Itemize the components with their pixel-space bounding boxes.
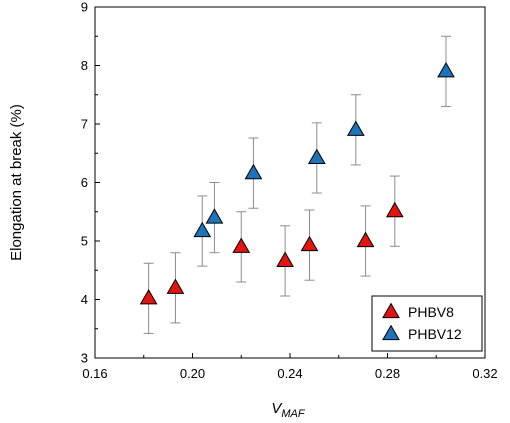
x-axis-title: VMAF	[271, 400, 306, 420]
x-axis-title-subscript: MAF	[281, 408, 306, 420]
data-point-phbv12	[307, 148, 326, 164]
legend-label: PHBV12	[408, 326, 462, 342]
x-tick-label: 0.28	[375, 366, 400, 381]
legend: PHBV8 PHBV12	[371, 295, 483, 352]
x-tick-label: 0.20	[180, 366, 205, 381]
data-point-phbv12	[244, 163, 263, 180]
x-tick-label: 0.24	[277, 366, 302, 381]
x-axis-title-main: V	[271, 400, 283, 417]
data-point-phbv12	[437, 61, 455, 78]
axis-ticks: 0.16 0.20 0.24 0.28 0.32 3 4 5 6 7 8 9	[81, 0, 498, 381]
x-tick-label: 0.32	[472, 366, 497, 381]
data-point-phbv12	[205, 208, 224, 224]
data-point-phbv8	[356, 231, 375, 248]
legend-marker-phbv12	[382, 324, 400, 341]
data-point-phbv8	[166, 278, 185, 294]
data-point-phbv8	[300, 235, 319, 252]
data-point-phbv8	[139, 288, 158, 305]
x-tick-label: 0.16	[82, 366, 107, 381]
data-point-phbv12	[346, 120, 365, 136]
y-tick-label: 9	[81, 0, 88, 15]
data-point-phbv12	[193, 221, 212, 238]
data-point-phbv8	[276, 251, 294, 267]
y-tick-label: 6	[81, 175, 88, 190]
y-tick-label: 4	[81, 292, 88, 307]
data-markers	[139, 61, 455, 305]
legend-marker-phbv8	[382, 302, 400, 319]
y-tick-label: 5	[81, 234, 88, 249]
y-tick-label: 3	[81, 351, 88, 366]
data-point-phbv8	[232, 237, 251, 253]
error-bars	[143, 35, 451, 334]
data-point-phbv8	[385, 201, 404, 218]
y-tick-label: 7	[81, 117, 88, 132]
y-tick-label: 8	[81, 58, 88, 73]
y-axis-title: Elongation at break (%)	[8, 104, 25, 261]
legend-label: PHBV8	[408, 304, 454, 320]
